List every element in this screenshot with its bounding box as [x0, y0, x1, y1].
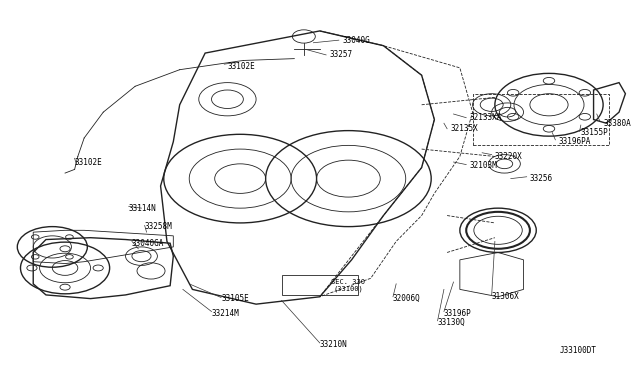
Text: 33102E: 33102E [227, 61, 255, 71]
Text: 33220X: 33220X [495, 152, 523, 161]
Text: 33155P: 33155P [581, 128, 609, 137]
Text: 32133XA: 32133XA [469, 113, 502, 122]
Text: 31306X: 31306X [492, 292, 520, 301]
Text: 33256: 33256 [530, 174, 553, 183]
Bar [282, 275, 358, 295]
Text: 33102E: 33102E [75, 157, 102, 167]
Text: 32006Q: 32006Q [393, 294, 420, 303]
Text: 33196PA: 33196PA [559, 137, 591, 146]
Bar [472, 94, 609, 145]
Text: 32135X: 32135X [451, 124, 478, 133]
Text: J33100DT: J33100DT [560, 346, 596, 355]
Text: 33105E: 33105E [221, 294, 249, 303]
Text: 33130Q: 33130Q [438, 318, 465, 327]
Text: 33380A: 33380A [603, 119, 631, 128]
Text: 33040G: 33040G [342, 36, 370, 45]
Text: 32103M: 32103M [469, 161, 497, 170]
Text: 33210N: 33210N [320, 340, 348, 349]
Text: 33214M: 33214M [211, 309, 239, 318]
Text: 33258M: 33258M [145, 222, 172, 231]
Text: 33114N: 33114N [129, 203, 157, 213]
Text: 33257: 33257 [330, 51, 353, 60]
Text: 33196P: 33196P [444, 309, 472, 318]
Text: 33040GA: 33040GA [132, 239, 164, 248]
Text: SEC. 330
(33100): SEC. 330 (33100) [332, 279, 365, 292]
